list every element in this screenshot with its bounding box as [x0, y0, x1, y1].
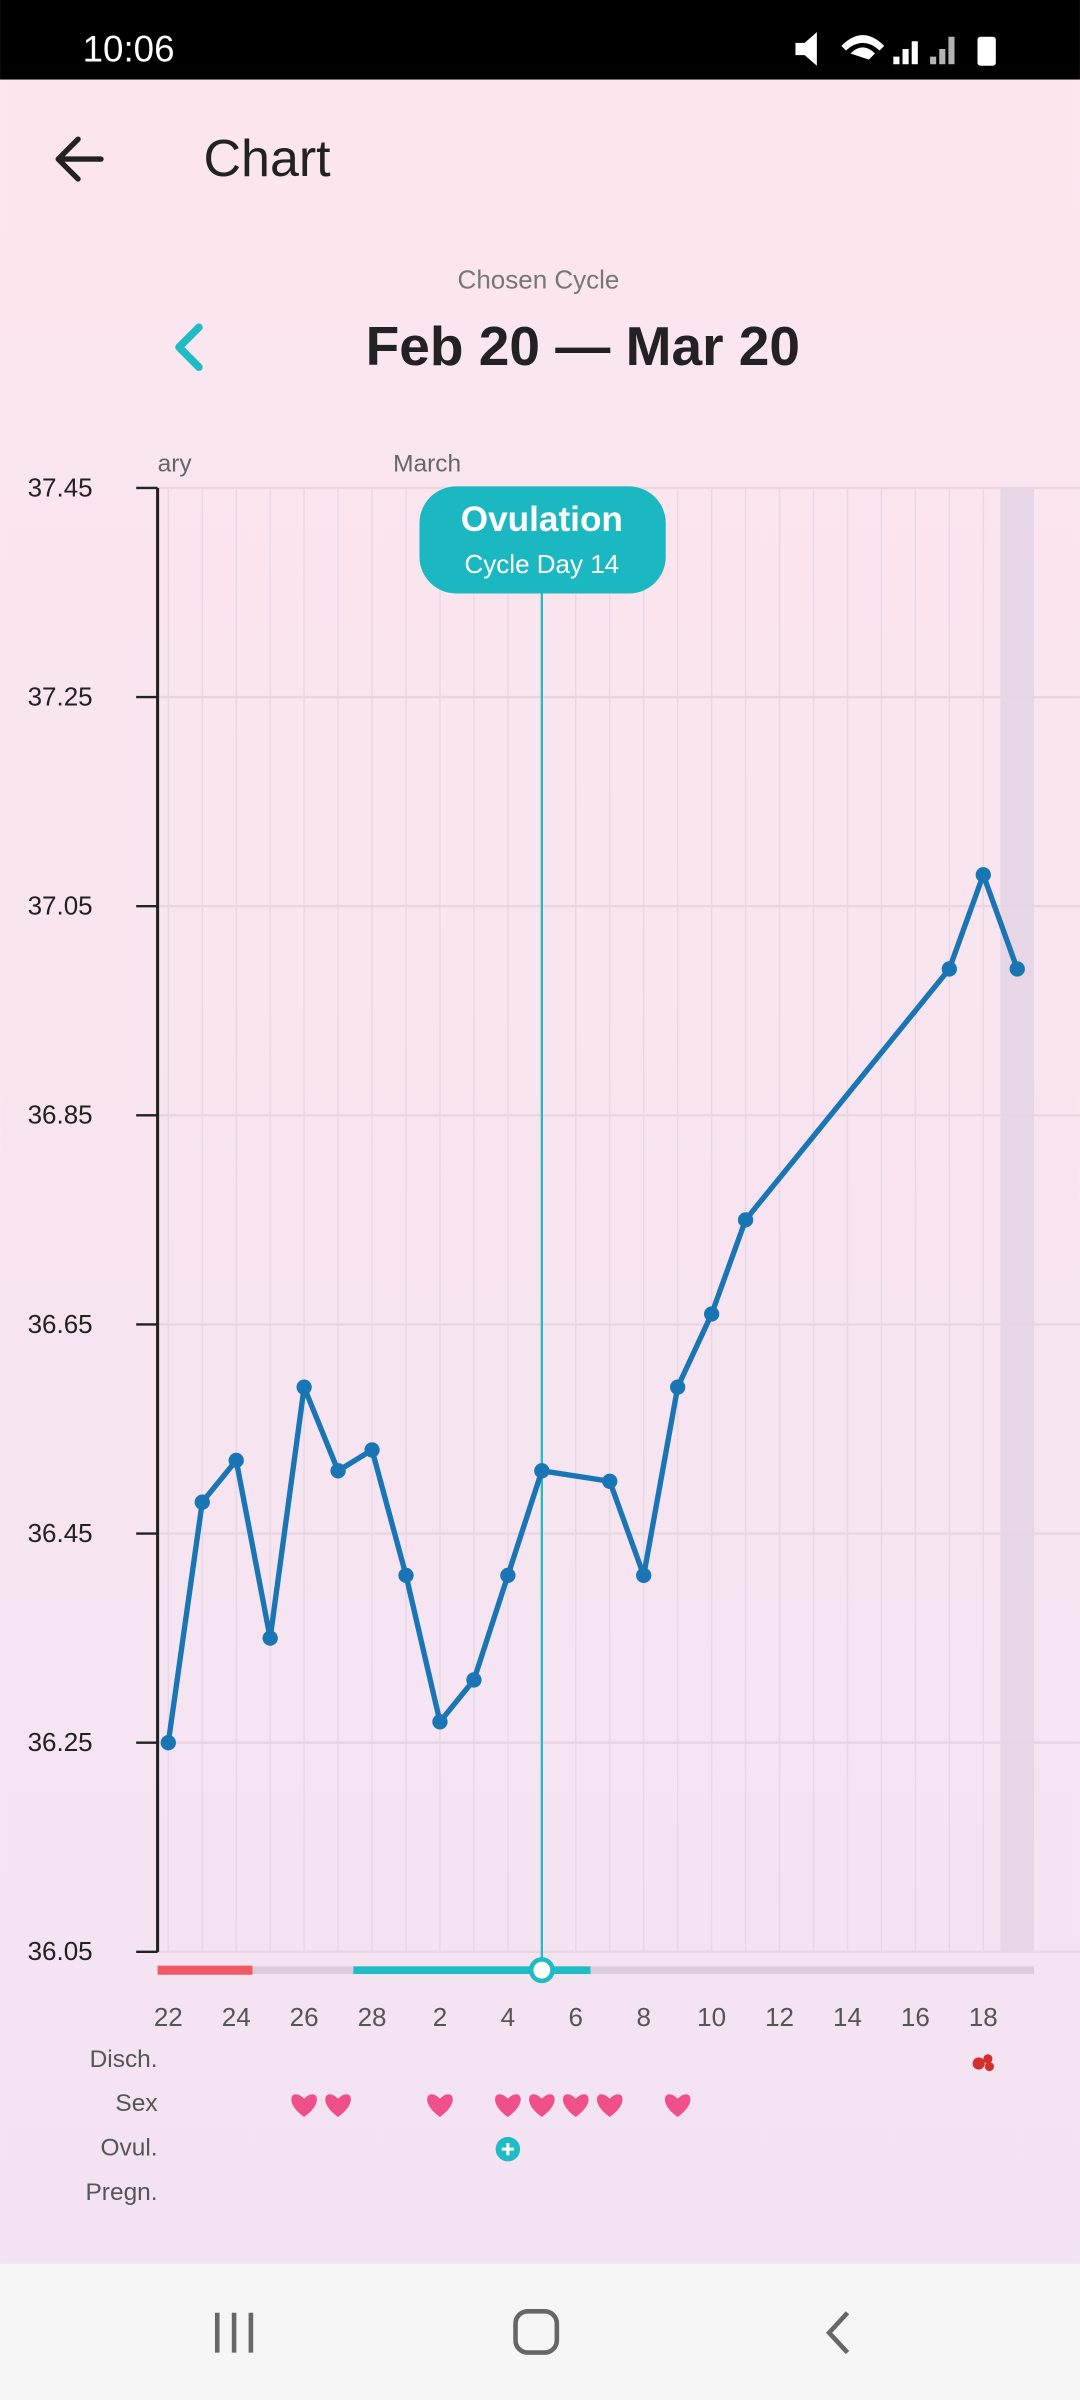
temperature-point [228, 1452, 244, 1469]
y-tick-label: 37.25 [28, 681, 93, 711]
wifi-icon [841, 35, 885, 60]
row-label: Ovul. [100, 2135, 157, 2162]
temperature-point [500, 1567, 516, 1584]
temperature-point [636, 1567, 652, 1584]
signal-icon-2 [930, 36, 955, 65]
ovulation-title: Ovulation [461, 500, 623, 539]
home-button[interactable] [513, 2308, 560, 2355]
x-tick-label: 4 [501, 2002, 515, 2032]
y-tick-label: 37.05 [28, 891, 93, 921]
back-nav-button[interactable] [825, 2311, 850, 2355]
temperature-line [165, 872, 1020, 1744]
x-tick-label: 6 [569, 2002, 583, 2032]
back-button[interactable] [55, 136, 104, 182]
cycle-range: Feb 20 — Mar 20 [366, 315, 800, 377]
x-tick-label: 16 [901, 2002, 930, 2032]
page-title: Chart [203, 130, 331, 188]
y-tick-label: 36.65 [28, 1309, 93, 1339]
x-tick-label: 12 [765, 2002, 794, 2032]
heart-icon [528, 2094, 555, 2118]
mute-icon [795, 32, 817, 66]
x-tick-label: 28 [358, 2002, 387, 2032]
x-tick-label: 26 [290, 2002, 319, 2032]
y-tick-label: 36.05 [28, 1936, 93, 1966]
y-tick-label: 36.85 [28, 1100, 93, 1130]
temperature-point [941, 961, 957, 977]
row-label: Pregn. [85, 2179, 157, 2206]
y-tick-label: 36.45 [28, 1518, 93, 1548]
heart-icon [291, 2094, 317, 2118]
y-tick-label: 37.45 [28, 472, 93, 502]
temperature-point [194, 1494, 210, 1510]
signal-icon [893, 41, 918, 65]
month-label: March [393, 450, 461, 477]
battery-icon [977, 36, 996, 66]
x-tick-label: 10 [697, 2002, 726, 2032]
temperature-point [398, 1567, 414, 1584]
x-tick-label: 2 [433, 2002, 447, 2032]
temperature-point [262, 1630, 278, 1646]
previous-cycle-button[interactable] [175, 323, 203, 371]
x-tick-label: 22 [154, 2002, 183, 2032]
temperature-point [432, 1714, 448, 1730]
temperature-point [330, 1463, 346, 1479]
temperature-point [602, 1473, 618, 1489]
temperature-point [670, 1379, 686, 1395]
drop [983, 2054, 993, 2064]
heart-icon [562, 2094, 589, 2118]
heart-icon [664, 2094, 691, 2118]
recent-apps-button[interactable] [214, 2312, 254, 2353]
y-tick-label: 36.25 [28, 1727, 93, 1757]
clock: 10:06 [83, 29, 175, 70]
ovulation-dot [528, 1957, 555, 1984]
row-label: Sex [115, 2090, 157, 2117]
ovulation-plus [501, 2143, 514, 2156]
temperature-point [364, 1442, 380, 1458]
x-tick-label: 14 [833, 2002, 862, 2032]
temperature-point [296, 1379, 312, 1395]
drop [984, 2061, 994, 2072]
heart-icon [596, 2094, 623, 2118]
ovulation-badge [419, 486, 666, 594]
temperature-point [466, 1672, 482, 1688]
heart-icon [427, 2094, 453, 2118]
temperature-point [737, 1212, 754, 1228]
temperature-point [703, 1306, 720, 1322]
chart: ary March 36.05 36.25 36.45 36.65 36.85 37.05… [28, 450, 1080, 2206]
status-bar [0, 0, 1080, 80]
x-tick-label: 24 [222, 2002, 251, 2032]
temperature-point [1009, 961, 1025, 977]
drop [972, 2057, 985, 2070]
discharge-icon [972, 2054, 994, 2072]
x-tick-label: 8 [636, 2002, 650, 2032]
heart-icon [495, 2094, 521, 2118]
month-label: ary [158, 450, 193, 477]
temperature-point [534, 1463, 550, 1479]
row-label: Disch. [90, 2046, 158, 2073]
status-icons [795, 32, 996, 66]
temperature-point [975, 867, 991, 883]
cycle-label: Chosen Cycle [458, 264, 620, 294]
ovulation-subtitle: Cycle Day 14 [465, 549, 620, 579]
temperature-point [160, 1735, 176, 1751]
navigation-bar [0, 2263, 1080, 2400]
x-tick-label: 18 [969, 2002, 998, 2032]
heart-icon [325, 2094, 351, 2118]
